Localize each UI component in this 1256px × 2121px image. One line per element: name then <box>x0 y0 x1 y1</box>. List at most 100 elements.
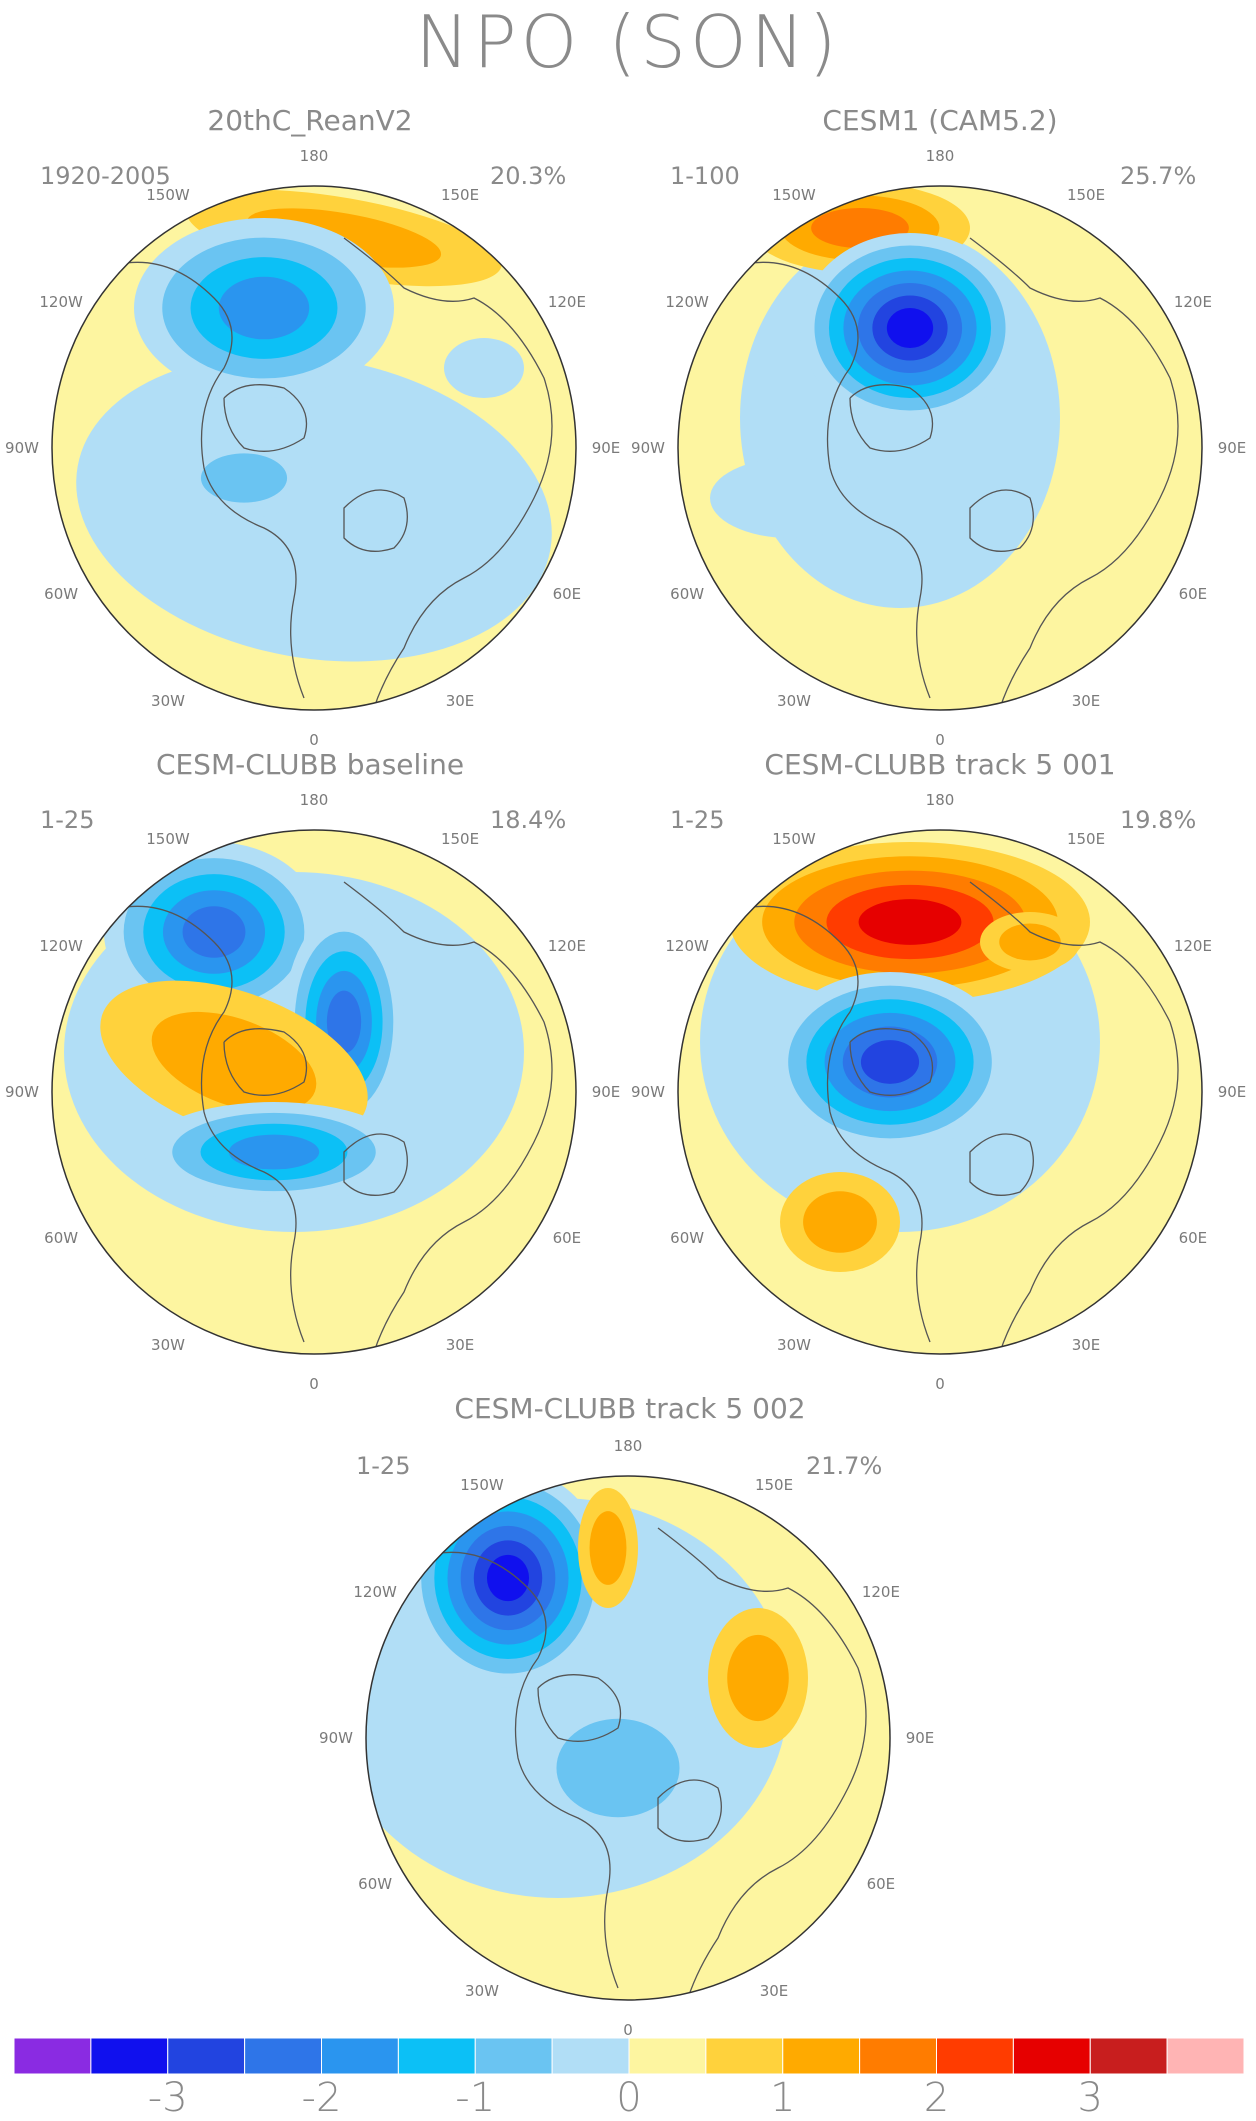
anomaly-contour <box>999 923 1061 961</box>
longitude-label: 120W <box>353 1583 397 1601</box>
longitude-label: 180 <box>299 791 329 809</box>
longitude-label: 120E <box>1173 293 1212 311</box>
anomaly-contour <box>76 354 552 662</box>
panel-3-title: CESM-CLUBB baseline <box>155 748 465 781</box>
colorbar-swatch <box>397 2038 476 2074</box>
panel-3-map <box>51 829 577 1355</box>
colorbar <box>14 2038 1244 2074</box>
colorbar-swatch <box>859 2038 937 2074</box>
colorbar-swatch <box>1012 2038 1091 2074</box>
longitude-label: 120E <box>547 293 586 311</box>
panel-4-map <box>677 829 1203 1355</box>
longitude-label: 150W <box>146 830 190 849</box>
longitude-label: 120W <box>665 937 709 955</box>
longitude-label: 180 <box>925 791 955 809</box>
coastline <box>537 1674 622 1742</box>
coastline <box>103 905 305 1343</box>
longitude-label: 60E <box>866 1875 896 1893</box>
longitude-label: 0 <box>623 2021 633 2039</box>
longitude-label: 90W <box>631 1083 665 1101</box>
longitude-label: 30W <box>465 1981 499 2000</box>
longitude-label: 120E <box>861 1583 900 1601</box>
map-border <box>365 1475 891 2001</box>
colorbar-swatch <box>474 2038 553 2074</box>
panel-2-title: CESM1 (CAM5.2) <box>822 104 1058 137</box>
panel-1-years: 1920-2005 <box>40 162 171 190</box>
map-border <box>677 185 1203 711</box>
longitude-label: 150E <box>754 1476 794 1495</box>
colorbar-swatch <box>321 2038 399 2074</box>
anomaly-contour <box>886 308 934 348</box>
coastline <box>343 237 553 709</box>
panel-5-years: 1-25 <box>356 1452 411 1480</box>
colorbar-swatch <box>167 2038 246 2074</box>
longitude-label: 90E <box>1217 439 1247 457</box>
panel-1-variance: 20.3% <box>490 162 567 190</box>
longitude-label: 60W <box>358 1875 393 1893</box>
longitude-label: 180 <box>299 147 329 165</box>
anomaly-contour <box>200 453 288 503</box>
colorbar-tick-label: 3 <box>1077 2075 1103 2121</box>
coastline <box>103 261 305 699</box>
panel-2-years: 1-100 <box>670 162 740 190</box>
longitude-label: 30E <box>445 691 475 710</box>
longitude-label: 60E <box>1178 585 1208 603</box>
longitude-label: 30W <box>151 691 185 710</box>
coastline <box>969 489 1034 552</box>
longitude-label: 60W <box>670 1229 705 1247</box>
anomaly-contour <box>589 1511 627 1585</box>
coastline <box>969 1133 1034 1196</box>
coastline <box>729 905 931 1343</box>
longitude-label: 30W <box>777 691 811 710</box>
longitude-label: 30E <box>759 1981 789 2000</box>
colorbar-swatch <box>628 2038 707 2074</box>
colorbar-tick-label: -2 <box>301 2075 342 2121</box>
longitude-label: 150E <box>440 830 480 849</box>
colorbar-tick-label: 2 <box>923 2075 950 2121</box>
colorbar-tick-label: 0 <box>616 2075 642 2121</box>
colorbar-tick-label: 1 <box>770 2075 796 2121</box>
anomaly-contour <box>486 1554 530 1602</box>
colorbar-tick-label: -3 <box>147 2075 188 2121</box>
coastline <box>343 881 553 1353</box>
colorbar-swatch <box>244 2038 322 2074</box>
colorbar-swatch <box>1089 2038 1168 2074</box>
panel-2-variance: 25.7% <box>1120 162 1197 190</box>
longitude-label: 90E <box>1217 1083 1247 1101</box>
longitude-label: 30W <box>777 1335 811 1354</box>
longitude-label: 150E <box>1066 830 1106 849</box>
panel-1-title: 20thC_ReanV2 <box>207 104 413 137</box>
longitude-label: 90E <box>591 1083 621 1101</box>
coastline <box>343 1133 408 1196</box>
longitude-label: 0 <box>309 731 319 749</box>
longitude-label: 60W <box>44 1229 79 1247</box>
longitude-label: 180 <box>925 147 955 165</box>
colorbar-swatch <box>782 2038 861 2074</box>
panel-2-map <box>677 185 1203 711</box>
colorbar-swatch <box>90 2038 169 2074</box>
longitude-label: 0 <box>935 731 945 749</box>
coastline <box>223 384 308 452</box>
longitude-label: 30E <box>445 1335 475 1354</box>
longitude-label: 0 <box>935 1375 945 1393</box>
anomaly-contour <box>727 1634 789 1722</box>
panel-4-variance: 19.8% <box>1120 806 1197 834</box>
anomaly-contour <box>151 1011 317 1113</box>
anomaly-contour <box>710 458 870 538</box>
longitude-label: 150E <box>1066 186 1106 205</box>
map-border <box>677 829 1203 1355</box>
coastline <box>417 1551 619 1989</box>
longitude-label: 90E <box>905 1729 935 1747</box>
colorbar-swatch <box>1166 2038 1244 2074</box>
longitude-label: 90W <box>5 439 39 457</box>
coastline <box>657 1527 867 1999</box>
anomaly-contour <box>803 1191 877 1253</box>
panel-4-title: CESM-CLUBB track 5 001 <box>764 748 1116 781</box>
longitude-label: 60W <box>44 585 79 603</box>
colorbar-swatch <box>551 2038 630 2074</box>
longitude-label: 120E <box>1173 937 1212 955</box>
longitude-label: 0 <box>309 1375 319 1393</box>
colorbar-tick-label: -1 <box>455 2075 496 2121</box>
colorbar-swatch <box>14 2038 92 2074</box>
